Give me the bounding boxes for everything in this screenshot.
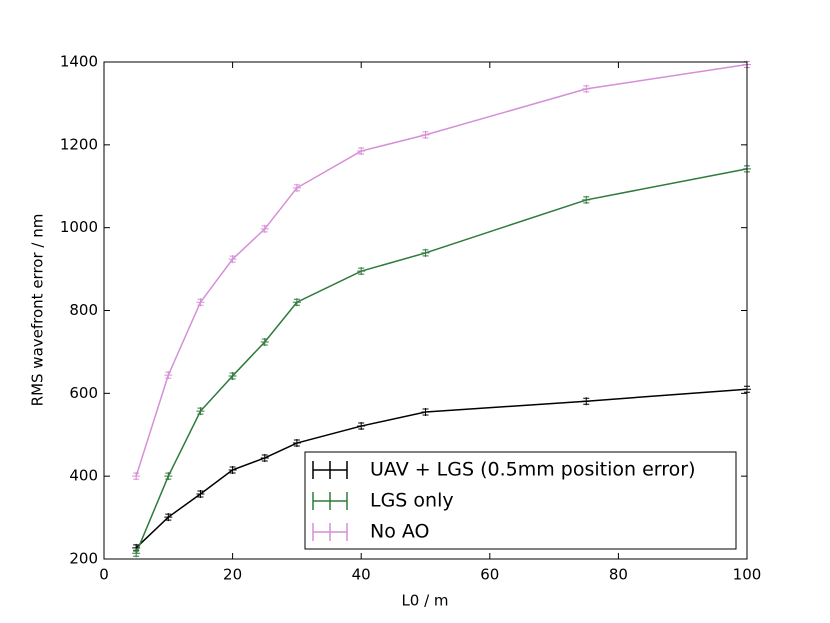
x-tick-label: 20 <box>223 566 242 584</box>
point-marker <box>260 453 269 462</box>
y-tick-label: 1400 <box>60 53 98 71</box>
point-marker <box>132 543 141 552</box>
point-marker <box>357 267 366 276</box>
legend-swatch <box>312 523 348 541</box>
point-marker <box>164 513 173 522</box>
x-tick-label: 60 <box>480 566 499 584</box>
series-line <box>135 63 748 477</box>
point-marker <box>196 298 205 307</box>
x-tick-label: 0 <box>99 566 109 584</box>
point-marker <box>164 371 173 380</box>
point-marker <box>228 371 237 380</box>
y-tick-label: 1000 <box>60 218 98 236</box>
point-marker <box>292 298 301 307</box>
point-marker <box>196 407 205 416</box>
plot-frame <box>103 61 748 560</box>
y-tick-label: 1200 <box>60 135 98 153</box>
point-marker <box>292 183 301 192</box>
point-marker <box>421 407 430 416</box>
y-tick-label: 600 <box>69 384 98 402</box>
point-marker <box>582 397 591 406</box>
point-marker <box>357 147 366 156</box>
series-line <box>135 388 748 549</box>
x-tick-label: 80 <box>609 566 628 584</box>
legend-label: UAV + LGS (0.5mm position error) <box>370 459 696 481</box>
point-marker <box>132 472 141 481</box>
y-axis-label: RMS wavefront error / nm <box>29 214 47 407</box>
point-marker <box>357 422 366 431</box>
series-line <box>135 168 748 554</box>
point-marker <box>164 472 173 481</box>
legend-label: LGS only <box>370 490 454 512</box>
point-marker <box>421 248 430 257</box>
point-marker <box>292 439 301 448</box>
y-tick-label: 200 <box>69 550 98 568</box>
point-marker <box>196 489 205 498</box>
legend-label: No AO <box>370 521 430 543</box>
y-tick-label: 400 <box>69 467 98 485</box>
y-tick-label: 800 <box>69 301 98 319</box>
legend-swatch <box>312 492 348 510</box>
x-tick-label: 40 <box>352 566 371 584</box>
point-marker <box>132 549 141 558</box>
point-marker <box>421 130 430 139</box>
legend-swatch <box>312 461 348 479</box>
point-marker <box>228 465 237 474</box>
point-marker <box>260 224 269 233</box>
x-axis-label: L0 / m <box>401 592 448 610</box>
legend-box <box>304 451 737 550</box>
point-marker <box>260 337 269 346</box>
point-marker <box>582 84 591 93</box>
x-tick-label: 100 <box>733 566 762 584</box>
point-marker <box>582 195 591 204</box>
point-marker <box>228 255 237 264</box>
